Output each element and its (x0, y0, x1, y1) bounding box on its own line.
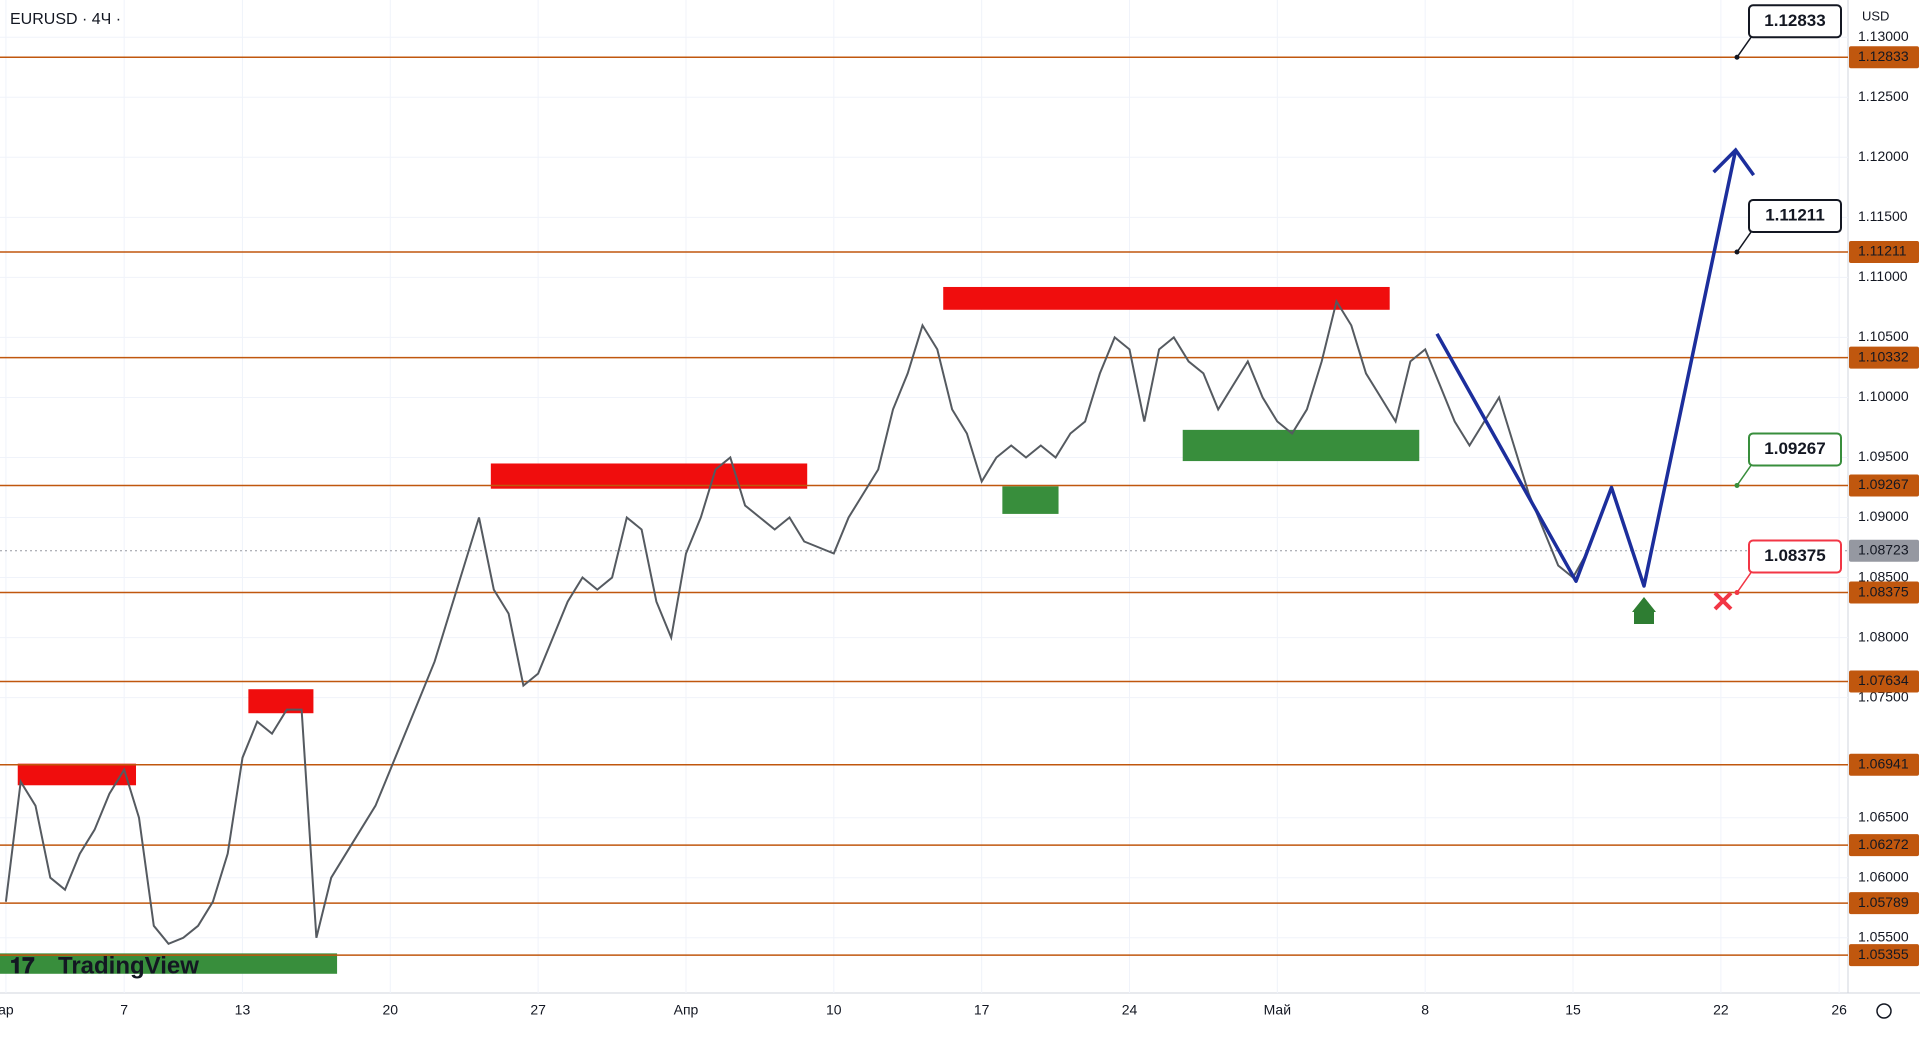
price-label: 1.05789 (1858, 894, 1909, 910)
zone (1182, 429, 1420, 462)
zone (0, 953, 338, 974)
callout-box (1748, 199, 1842, 234)
price-label: 1.08375 (1858, 583, 1909, 599)
x-tick-label: 22 (1713, 1002, 1729, 1018)
price-label-box (1849, 241, 1919, 264)
x-tick-label: 27 (530, 1002, 546, 1018)
y-tick-label: 1.10000 (1858, 388, 1909, 404)
x-tick-label: 26 (1831, 1002, 1847, 1018)
x-tick-label: Май (1264, 1002, 1291, 1018)
y-tick-label: 1.13000 (1858, 28, 1909, 44)
zone (248, 689, 314, 714)
price-label-box (1849, 834, 1919, 857)
callout-box (1748, 432, 1842, 467)
callout-leader (1736, 36, 1752, 58)
zone (943, 286, 1390, 310)
x-tick-label: 24 (1122, 1002, 1138, 1018)
zone (490, 463, 808, 489)
price-label: 1.08723 (1858, 541, 1909, 557)
y-tick-label: 1.10500 (1858, 328, 1909, 344)
marks: 1.13000 1.12500 1.12000 1.11500 1.11000 1.105… (0, 0, 1919, 1018)
cross-line (1713, 591, 1733, 611)
price-label-box (1849, 892, 1919, 915)
callout-leader (1736, 572, 1752, 593)
price-label: 1.09267 (1858, 476, 1909, 492)
x-tick-label: 7 (120, 1002, 128, 1018)
callout-label: 1.11211 (1765, 206, 1825, 225)
callout-anchor (1734, 249, 1740, 255)
up-arrow-body (1634, 611, 1654, 624)
y-tick-label: 1.06500 (1858, 808, 1909, 824)
x-tick-label: Апр (674, 1002, 699, 1018)
x-tick-label: 10 (826, 1002, 842, 1018)
callout-box (1748, 4, 1842, 39)
x-tick-label: 20 (383, 1002, 399, 1018)
x-tick-label: 15 (1565, 1002, 1581, 1018)
x-tick-label: 8 (1421, 1002, 1429, 1018)
projection-arrowhead (1712, 147, 1756, 177)
price-label-box (1849, 581, 1919, 604)
zone (1002, 486, 1059, 514)
x-tick-label: 13 (235, 1002, 251, 1018)
price-label: 1.05355 (1858, 946, 1909, 962)
y-tick-label: 1.08500 (1858, 568, 1909, 584)
y-tick-label: 1.08000 (1858, 628, 1909, 644)
callout-leader (1736, 231, 1752, 253)
settings-icon[interactable] (1876, 1003, 1892, 1019)
zone (17, 763, 137, 786)
callout-anchor (1734, 590, 1740, 596)
cross (1713, 591, 1733, 611)
price-line (4, 298, 1589, 946)
logo-mark: 𝟏𝟕 (10, 953, 35, 978)
symbol-title: EURUSD · 4Ч · (10, 11, 121, 28)
price-label: 1.10332 (1858, 348, 1909, 364)
price-label-box (1849, 753, 1919, 776)
price-label: 1.06272 (1858, 836, 1909, 852)
y-tick-label: 1.09500 (1858, 448, 1909, 464)
price-label: 1.06941 (1858, 755, 1909, 771)
x-tick-label: 17 (974, 1002, 990, 1018)
price-label: 1.07634 (1858, 672, 1909, 688)
x-tick-label: ар (0, 1002, 14, 1018)
y-tick-label: 1.12000 (1858, 148, 1909, 164)
up-arrow-head (1632, 597, 1656, 612)
price-label-box (1849, 46, 1919, 69)
y-tick-label: 1.11500 (1858, 208, 1908, 224)
logo-text: TradingView (58, 952, 199, 979)
price-label-box (1849, 670, 1919, 693)
projection-path (1435, 149, 1738, 588)
y-tick-label: 1.06000 (1858, 868, 1909, 884)
callout-label: 1.08375 (1764, 546, 1825, 565)
callout-anchor (1734, 54, 1740, 60)
y-tick-label: 1.12500 (1858, 88, 1909, 104)
logo: 𝟏𝟕 TradingView (10, 952, 199, 979)
currency[interactable]: USD (1862, 8, 1889, 23)
price-label-box (1849, 346, 1919, 369)
callout-box (1748, 539, 1842, 574)
up-arrow (1632, 597, 1656, 624)
y-tick-label: 1.11000 (1858, 268, 1908, 284)
price-label-box (1849, 474, 1919, 497)
price-label: 1.12833 (1858, 48, 1909, 64)
y-tick-label: 1.09000 (1858, 508, 1909, 524)
callout-label: 1.12833 (1764, 11, 1825, 30)
y-tick-label: 1.05500 (1858, 928, 1909, 944)
callout-label: 1.09267 (1764, 439, 1825, 458)
price-label-box (1849, 539, 1919, 562)
callout-leader (1736, 465, 1752, 486)
callout-anchor (1734, 482, 1740, 488)
price-label: 1.11211 (1858, 243, 1907, 259)
price-label-box (1849, 944, 1919, 967)
